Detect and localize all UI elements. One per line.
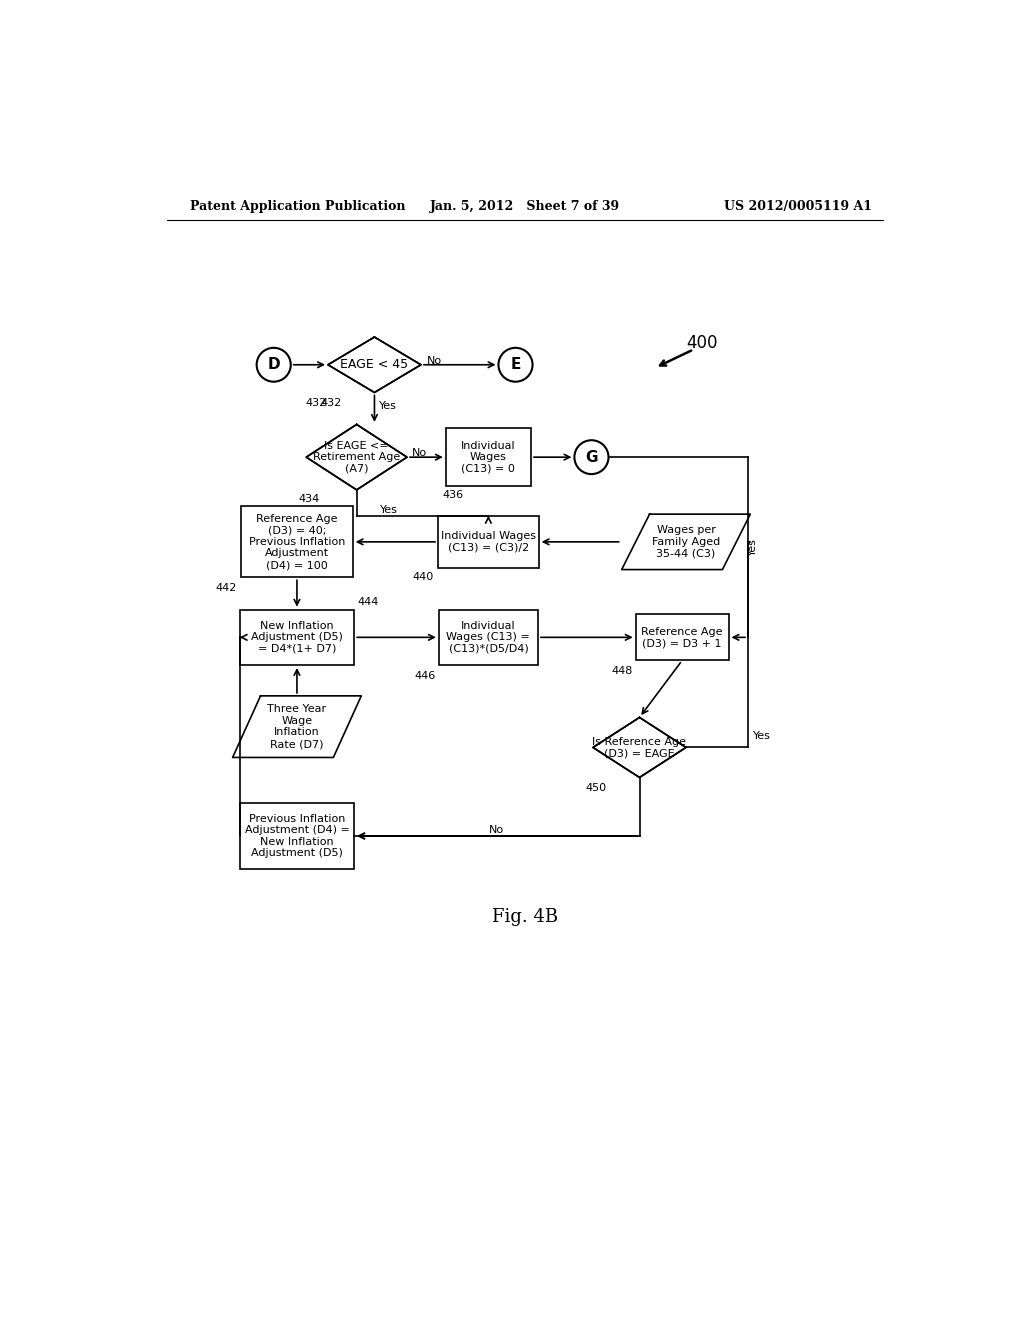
Bar	[241, 507, 353, 577]
Polygon shape	[306, 425, 407, 490]
Text: No: No	[412, 449, 427, 458]
Bar	[240, 610, 354, 665]
Text: 440: 440	[412, 573, 433, 582]
Text: E: E	[510, 358, 520, 372]
Bar	[636, 614, 729, 660]
Text: Yes: Yes	[379, 401, 397, 412]
Text: US 2012/0005119 A1: US 2012/0005119 A1	[724, 199, 872, 213]
Polygon shape	[328, 337, 421, 392]
Text: Patent Application Publication: Patent Application Publication	[190, 199, 406, 213]
Text: Yes: Yes	[753, 731, 770, 741]
Text: Is Reference Age
(D3) = EAGE: Is Reference Age (D3) = EAGE	[593, 737, 686, 758]
Text: 442: 442	[215, 583, 237, 593]
Text: Fig. 4B: Fig. 4B	[492, 908, 558, 925]
Circle shape	[499, 348, 532, 381]
Text: New Inflation
Adjustment (D5)
= D4*(1+ D7): New Inflation Adjustment (D5) = D4*(1+ D…	[251, 620, 343, 653]
Bar	[438, 610, 538, 665]
Text: Wages per
Family Aged
35-44 (C3): Wages per Family Aged 35-44 (C3)	[652, 525, 720, 558]
Text: Individual
Wages
(C13) = 0: Individual Wages (C13) = 0	[461, 441, 516, 474]
Circle shape	[574, 441, 608, 474]
Text: No: No	[489, 825, 505, 834]
Text: D: D	[267, 358, 280, 372]
Text: Individual Wages
(C13) = (C3)/2: Individual Wages (C13) = (C3)/2	[441, 531, 536, 553]
Text: Jan. 5, 2012   Sheet 7 of 39: Jan. 5, 2012 Sheet 7 of 39	[430, 199, 620, 213]
Bar	[438, 516, 539, 568]
Text: Individual
Wages (C13) =
(C13)*(D5/D4): Individual Wages (C13) = (C13)*(D5/D4)	[446, 620, 530, 653]
Text: 400: 400	[686, 334, 718, 352]
Text: 444: 444	[357, 597, 379, 607]
Polygon shape	[622, 515, 751, 570]
Text: Reference Age
(D3) = D3 + 1: Reference Age (D3) = D3 + 1	[641, 627, 723, 648]
Text: 432: 432	[305, 399, 327, 408]
Bar	[445, 428, 531, 486]
Text: Previous Inflation
Adjustment (D4) =
New Inflation
Adjustment (D5): Previous Inflation Adjustment (D4) = New…	[245, 813, 349, 858]
Text: 436: 436	[442, 490, 464, 500]
Polygon shape	[593, 718, 686, 777]
Text: No: No	[427, 356, 442, 366]
Polygon shape	[232, 696, 361, 758]
Text: 446: 446	[415, 671, 435, 681]
Text: 450: 450	[586, 783, 606, 793]
Text: Yes: Yes	[380, 506, 397, 515]
Text: 432: 432	[321, 399, 341, 408]
Text: Three Year
Wage
Inflation
Rate (D7): Three Year Wage Inflation Rate (D7)	[267, 705, 327, 748]
Circle shape	[257, 348, 291, 381]
Text: 434: 434	[299, 494, 319, 504]
Text: EAGE < 45: EAGE < 45	[340, 358, 409, 371]
Text: G: G	[585, 450, 598, 465]
Bar	[240, 804, 354, 869]
Text: Reference Age
(D3) = 40;
Previous Inflation
Adjustment
(D4) = 100: Reference Age (D3) = 40; Previous Inflat…	[249, 513, 345, 570]
Text: 448: 448	[611, 667, 633, 676]
Text: Is EAGE <=
Retirement Age
(A7): Is EAGE <= Retirement Age (A7)	[313, 441, 400, 474]
Text: Yes: Yes	[748, 539, 758, 556]
